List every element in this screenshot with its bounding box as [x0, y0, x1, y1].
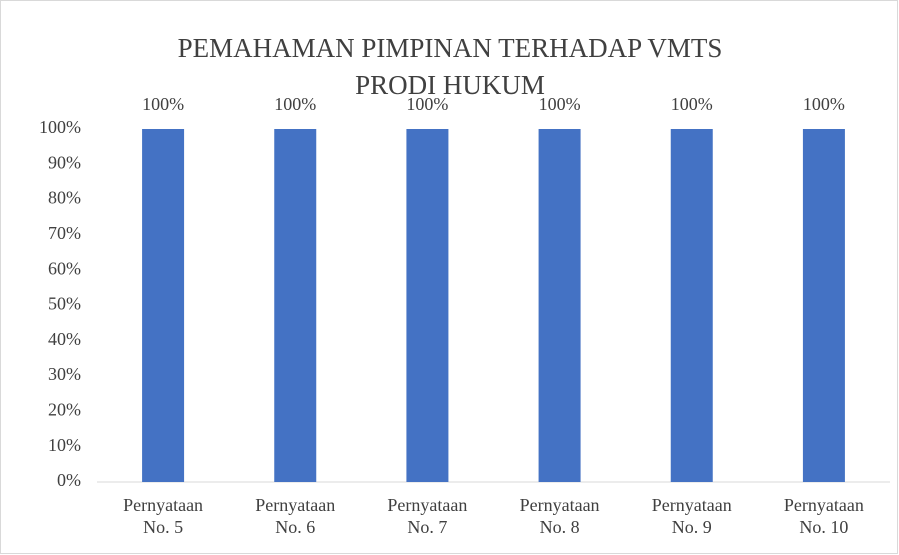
x-tick-label: Pernyataan No. 6 [255, 495, 336, 537]
x-tick-label: Pernyataan No. 9 [651, 495, 732, 537]
x-tick-label: Pernyataan No. 5 [123, 495, 204, 537]
data-label: 100% [803, 94, 845, 114]
data-label: 100% [274, 94, 316, 114]
bar [274, 129, 317, 482]
data-label: 100% [671, 94, 713, 114]
y-tick-label: 60% [48, 258, 81, 278]
y-tick-label: 50% [48, 294, 81, 314]
data-label: 100% [406, 94, 448, 114]
bar [670, 129, 713, 482]
x-tick-label: Pernyataan No. 10 [783, 495, 864, 537]
x-tick-label: Pernyataan No. 8 [519, 495, 600, 537]
y-tick-label: 80% [48, 188, 81, 208]
y-tick-label: 30% [48, 364, 81, 384]
y-tick-label: 100% [39, 117, 81, 137]
y-tick-label: 20% [48, 400, 81, 420]
y-tick-label: 90% [48, 152, 81, 172]
y-tick-label: 40% [48, 329, 81, 349]
data-label: 100% [142, 94, 184, 114]
y-tick-label: 0% [57, 470, 81, 490]
x-tick-label: Pernyataan No. 7 [387, 495, 468, 537]
data-label: 100% [539, 94, 581, 114]
bar [406, 129, 449, 482]
chart-title: PEMAHAMAN PIMPINAN TERHADAP VMTS PRODI H… [177, 33, 723, 100]
bar [538, 129, 581, 482]
bar [142, 129, 185, 482]
bar [802, 129, 845, 482]
y-tick-label: 10% [48, 435, 81, 455]
y-tick-label: 70% [48, 223, 81, 243]
